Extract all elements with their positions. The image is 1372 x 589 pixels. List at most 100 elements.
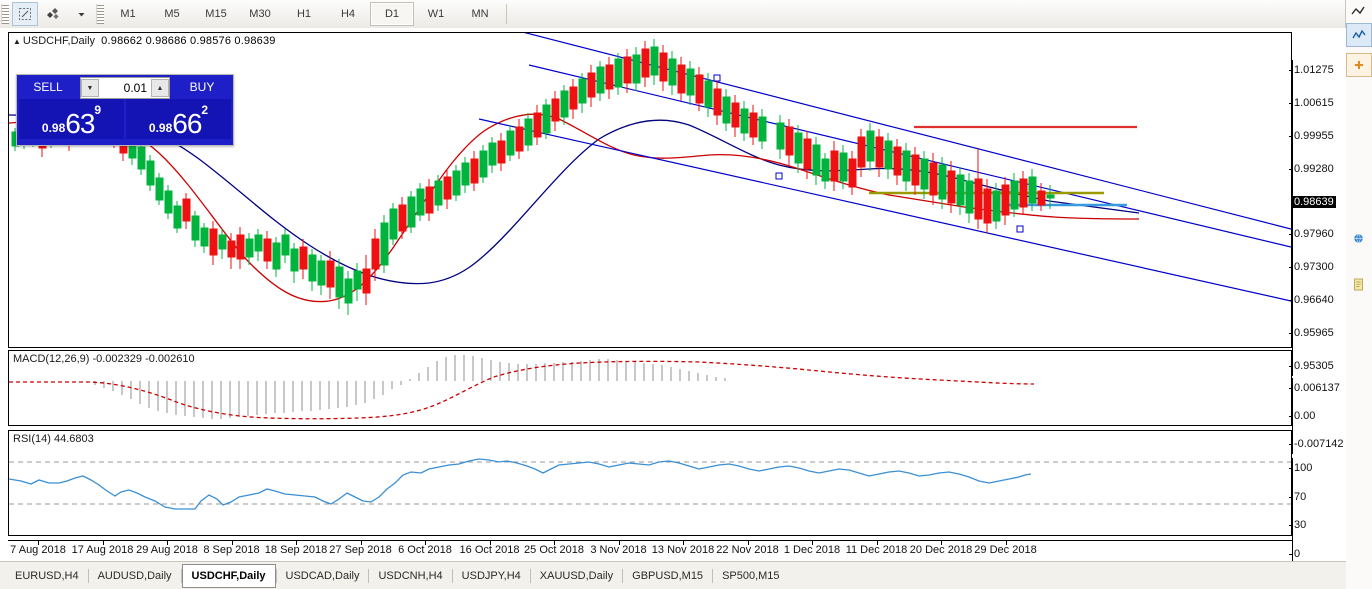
symbol-tab-usdjpy[interactable]: USDJPY,H4 — [461, 569, 521, 582]
navigator-icon[interactable] — [1346, 1, 1370, 23]
timeframe-m30[interactable]: M30 — [249, 8, 271, 20]
date-tick — [167, 541, 168, 545]
axis-tick-label: 1.00615 — [1289, 97, 1334, 109]
axis-tick-label: 0.99280 — [1289, 163, 1334, 175]
symbol-tab-sp500[interactable]: SP500,M15 — [722, 569, 780, 582]
date-label: 16 Oct 2018 — [459, 544, 520, 556]
date-tick — [812, 541, 813, 545]
macd-histogram — [94, 355, 726, 419]
sell-price-fraction: 9 — [94, 103, 102, 117]
axis-tick-label: 0.97300 — [1289, 261, 1334, 273]
volume-stepper[interactable]: ▼ 0.01 ▲ — [80, 77, 170, 99]
timeframe-m1[interactable]: M1 — [120, 8, 136, 20]
symbol-tab-usdchf[interactable]: USDCHF,Daily — [181, 563, 276, 588]
symbol-tab-bar[interactable]: EURUSD,H4 AUDUSD,Daily USDCHF,Daily USDCAD,… — [0, 561, 1346, 589]
collapse-icon[interactable]: ▲ — [13, 37, 21, 46]
axis-tick-label: 100 — [1289, 462, 1312, 474]
date-tick — [941, 541, 942, 545]
date-label: 11 Dec 2018 — [845, 544, 908, 556]
price-axis[interactable]: 1.01275 1.00615 0.99955 0.99280 0.98639 0.979… — [1289, 60, 1352, 376]
right-toolbar — [1345, 0, 1372, 589]
date-label: 7 Aug 2018 — [10, 544, 66, 556]
indicators-icon[interactable] — [40, 2, 66, 26]
date-label: 8 Sep 2018 — [203, 544, 260, 556]
main-toolbar: M1 M5 M15 M30 H1 H4 D1 W1 MN — [0, 0, 1372, 29]
date-tick — [360, 541, 362, 545]
sell-label: SELL — [33, 80, 63, 94]
axis-tick-label: 30 — [1289, 519, 1306, 531]
candlestick-series — [11, 39, 1055, 315]
axis-tick-label: 0.99955 — [1289, 130, 1334, 142]
trendline-anchor-1[interactable] — [713, 74, 721, 82]
price-axis-line — [1292, 60, 1293, 376]
timeframe-h1[interactable]: H1 — [296, 8, 312, 20]
tab-separator — [180, 568, 182, 583]
price-chart-canvas[interactable] — [9, 33, 1291, 347]
date-label: 27 Sep 2018 — [329, 544, 392, 556]
date-tick — [554, 541, 555, 545]
chart-ohlc-text: 0.98662 0.98686 0.98576 0.98639 — [101, 35, 276, 47]
date-tick — [38, 541, 39, 545]
chevron-down-icon[interactable] — [68, 2, 94, 26]
one-click-trading-panel[interactable]: SELL ▼ 0.01 ▲ BUY 0.98 63 9 0.98 66 2 — [16, 74, 234, 146]
sell-price-prefix: 0.98 — [41, 121, 66, 135]
rsi-axis[interactable]: 100 70 30 0 — [1289, 458, 1352, 564]
axis-tick-label: 0.97960 — [1289, 228, 1334, 240]
trendline-anchor-2[interactable] — [775, 172, 783, 180]
timeframe-w1[interactable]: W1 — [427, 8, 445, 20]
symbol-tab-xauusd[interactable]: XAUUSD,Daily — [539, 569, 614, 582]
date-label: 22 Nov 2018 — [716, 544, 779, 556]
axis-tick-label: 0.006137 — [1289, 382, 1340, 394]
timeframe-grip[interactable] — [96, 4, 104, 24]
tab-separator — [87, 568, 89, 583]
trade-controls-row: SELL ▼ 0.01 ▲ BUY — [17, 75, 233, 99]
trendline-anchor-3[interactable] — [1016, 225, 1024, 233]
crosshair-icon[interactable] — [12, 2, 38, 26]
symbol-tab-usdcnh[interactable]: USDCNH,H4 — [378, 569, 443, 582]
timeframe-h4[interactable]: H4 — [340, 8, 356, 20]
buy-price-main: 66 — [172, 108, 202, 139]
tab-separator — [529, 568, 531, 583]
date-label: 1 Dec 2018 — [783, 544, 841, 556]
macd-pane[interactable]: MACD(12,26,9) -0.002329 -0.002610 — [8, 350, 1292, 426]
date-tick — [1005, 541, 1007, 545]
date-label: 18 Sep 2018 — [264, 544, 328, 556]
note-icon[interactable] — [1346, 273, 1370, 295]
globe-icon[interactable] — [1346, 227, 1370, 249]
trendline-lower[interactable] — [478, 118, 1291, 302]
timeframe-m5[interactable]: M5 — [164, 8, 180, 20]
rsi-label: RSI(14) 44.6803 — [13, 433, 96, 445]
symbol-tab-usdcad[interactable]: USDCAD,Daily — [285, 569, 360, 582]
macd-canvas[interactable] — [9, 351, 1291, 425]
tab-separator — [368, 568, 370, 583]
macd-axis[interactable]: 0.006137 0.00 -0.007142 — [1289, 378, 1352, 454]
symbol-tab-audusd[interactable]: AUDUSD,Daily — [97, 569, 172, 582]
toolbar-divider — [506, 4, 507, 24]
sell-button[interactable]: 0.98 63 9 — [19, 99, 124, 139]
rsi-pane[interactable]: RSI(14) 44.6803 — [8, 430, 1292, 536]
timeframe-d1[interactable]: D1 — [370, 2, 414, 26]
date-label: 20 Dec 2018 — [909, 544, 973, 556]
current-price-label: 0.98639 — [1292, 195, 1336, 208]
symbol-tab-gbpusd[interactable]: GBPUSD,M15 — [632, 569, 704, 582]
toolbar-grip[interactable] — [1, 4, 9, 24]
market-watch-icon[interactable] — [1346, 23, 1372, 47]
timeframe-mn[interactable]: MN — [471, 8, 489, 20]
symbol-tab-eurusd[interactable]: EURUSD,H4 — [15, 569, 79, 582]
date-label: 25 Oct 2018 — [524, 544, 584, 556]
volume-value[interactable]: 0.01 — [123, 81, 147, 95]
date-tick — [102, 541, 104, 545]
volume-increment-icon[interactable]: ▲ — [151, 79, 169, 97]
buy-button[interactable]: 0.98 66 2 — [126, 99, 231, 139]
date-label: 13 Nov 2018 — [651, 544, 715, 556]
chart-symbol-label: ▲ USDCHF,Daily 0.98662 0.98686 0.98576 0.… — [13, 35, 278, 47]
macd-label: MACD(12,26,9) -0.002329 -0.002610 — [13, 353, 197, 365]
rsi-axis-line — [1292, 458, 1293, 564]
rsi-canvas[interactable] — [9, 431, 1291, 535]
volume-decrement-icon[interactable]: ▼ — [81, 79, 99, 97]
chart-area[interactable]: ▲ USDCHF,Daily 0.98662 0.98686 0.98576 0.… — [0, 28, 1346, 564]
date-axis[interactable]: 7 Aug 2018 17 Aug 2018 29 Aug 2018 8 Sep 20… — [8, 540, 1292, 559]
timeframe-m15[interactable]: M15 — [205, 8, 227, 20]
tab-separator — [451, 568, 453, 583]
date-tick — [296, 541, 297, 545]
